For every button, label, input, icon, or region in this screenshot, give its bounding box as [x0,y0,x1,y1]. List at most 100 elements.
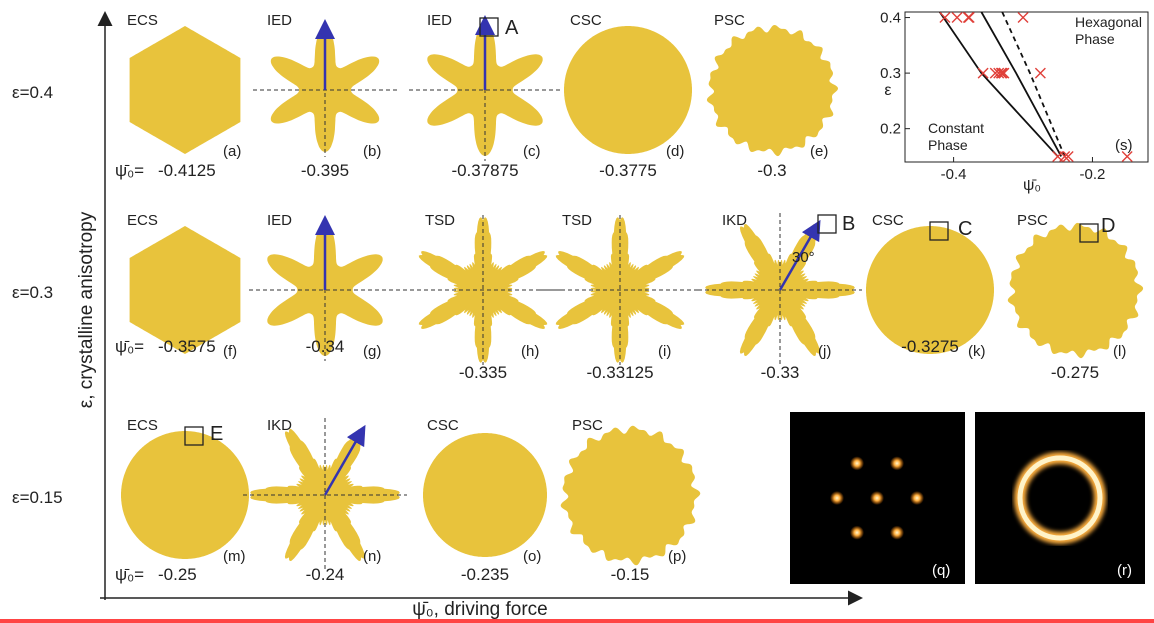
fft-spot [850,456,864,470]
figure-canvas: ε, crystalline anisotropy ψ̄₀, driving f… [0,0,1154,623]
data-point [952,13,962,23]
panel-type: PSC [714,12,745,29]
panel-type: CSC [427,417,459,434]
angle-label: 30° [792,249,815,266]
fft-r-bg [975,412,1145,584]
panel-value: -0.3 [757,161,786,180]
panel-label: (j) [818,343,831,360]
panel-value: -0.15 [611,565,650,584]
inset-y-label: ε [884,82,891,99]
crystal-shape [130,26,241,154]
fft-spot [890,526,904,540]
panel-value: -0.34 [306,337,345,356]
panel-label: (e) [810,143,828,160]
panel-type: IED [267,12,292,29]
panel-label: (l) [1113,343,1126,360]
crystal-shape [423,433,547,557]
panel-type: CSC [872,212,904,229]
marker-letter: A [505,17,519,39]
marker-letter: C [958,218,972,240]
panel-label: (b) [363,143,381,160]
panel-value: -0.3575 [158,337,216,356]
marker-letter: B [842,213,855,235]
region-label: Constant Phase [928,120,998,154]
crystal-shape [564,26,692,154]
panel-type: ECS [127,12,158,29]
fft-spot [890,456,904,470]
data-point [1035,68,1045,78]
panel-value: -0.24 [306,565,345,584]
panel-type: ECS [127,212,158,229]
panel-label: (i) [658,343,671,360]
y-tick-label: 0.4 [880,10,901,27]
epsilon-label: ε=0.4 [12,83,53,102]
panel-label: (f) [223,343,237,360]
fft-spot [850,526,864,540]
epsilon-label: ε=0.15 [12,488,63,507]
panel-value: -0.235 [461,565,509,584]
marker-box [818,215,836,233]
panel-value: -0.275 [1051,363,1099,382]
phase-boundary [1002,12,1064,156]
panel-type: CSC [570,12,602,29]
crystal-shape [1008,223,1143,358]
panel-label: (d) [666,143,684,160]
panel-type: PSC [1017,212,1048,229]
data-point [1018,13,1028,23]
panel-value: -0.4125 [158,161,216,180]
x-tick-label: -0.2 [1080,166,1106,183]
panel-label: (a) [223,143,241,160]
inset-x-label: ψ̄₀ [1023,177,1041,194]
panel-type: ECS [127,417,158,434]
panel-label: (p) [668,548,686,565]
figure: ε, crystalline anisotropy ψ̄₀, driving f… [0,0,1154,623]
value-prefix: ψ̄₀= [115,337,144,356]
fft-spot [870,491,884,505]
panel-type: IED [267,212,292,229]
panel-label: (c) [523,143,541,160]
y-axis-label: ε, crystalline anisotropy [76,211,97,408]
panel-value: -0.33125 [586,363,653,382]
panel-value: -0.335 [459,363,507,382]
panel-label: (m) [223,548,246,565]
crystal-shape [707,25,838,156]
panel-label: (q) [932,562,950,579]
panel-type: IKD [267,417,292,434]
x-axis-label: ψ̄₀, driving force [412,599,547,620]
panel-label: (g) [363,343,381,360]
x-tick-label: -0.4 [941,166,967,183]
panel-value: -0.25 [158,565,197,584]
panel-type: IKD [722,212,747,229]
panel-label: (k) [968,343,986,360]
fft-spot [910,491,924,505]
panel-value: -0.33 [761,363,800,382]
marker-letter: D [1101,215,1115,237]
y-tick-label: 0.2 [880,121,901,138]
panel-label: (r) [1117,562,1132,579]
y-tick-label: 0.3 [880,65,901,82]
panel-label: (h) [521,343,539,360]
panel-value: -0.37875 [451,161,518,180]
panel-value: -0.395 [301,161,349,180]
panel-label: (s) [1115,137,1133,154]
panel-value: -0.3275 [901,337,959,356]
crystal-shape [866,226,994,354]
epsilon-label: ε=0.3 [12,283,53,302]
panel-type: TSD [562,212,592,229]
crystal-shape [561,426,701,566]
panel-label: (n) [363,548,381,565]
panel-label: (o) [523,548,541,565]
data-point [978,68,988,78]
panel-type: IED [427,12,452,29]
region-label: Hexagonal Phase [1075,14,1145,48]
panel-value: -0.3775 [599,161,657,180]
bottom-strip [0,619,1154,623]
data-point [964,13,974,23]
marker-letter: E [210,423,223,445]
panel-type: PSC [572,417,603,434]
crystal-shape [121,431,249,559]
panel-type: TSD [425,212,455,229]
value-prefix: ψ̄₀= [115,161,144,180]
crystal-shape [130,226,241,354]
value-prefix: ψ̄₀= [115,565,144,584]
